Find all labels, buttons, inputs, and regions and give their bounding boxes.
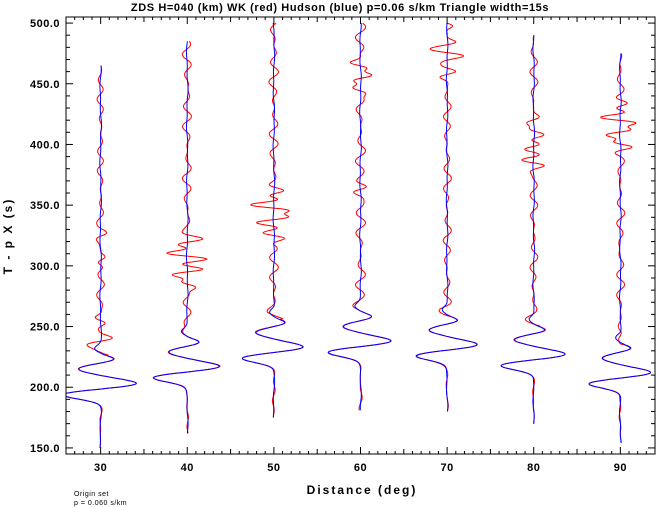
x-tick-label: 90 bbox=[614, 462, 627, 474]
wk-trace-60 bbox=[327, 22, 392, 411]
x-tick-label: 30 bbox=[94, 462, 107, 474]
y-tick-label: 250.0 bbox=[30, 322, 60, 334]
x-tick-label: 80 bbox=[527, 462, 540, 474]
y-tick-label: 150.0 bbox=[30, 443, 60, 455]
hudson-trace-60 bbox=[327, 23, 392, 411]
y-axis-label: T - p X (s) bbox=[1, 198, 15, 275]
trace-group bbox=[66, 22, 651, 448]
hudson-trace-50 bbox=[241, 23, 304, 418]
y-tick-label: 450.0 bbox=[30, 79, 60, 91]
slowness-note: p = 0.060 s/km bbox=[74, 500, 127, 507]
y-tick-label: 300.0 bbox=[30, 261, 60, 273]
chart-title: ZDS H=040 (km) WK (red) Hudson (blue) p=… bbox=[131, 2, 549, 14]
origin-note: Origin set bbox=[74, 491, 109, 498]
hudson-trace-30 bbox=[66, 65, 137, 448]
x-tick-label: 50 bbox=[267, 462, 280, 474]
x-axis-label: Distance (deg) bbox=[307, 483, 418, 497]
hudson-trace-90 bbox=[588, 53, 651, 444]
wk-trace-30 bbox=[66, 65, 137, 448]
wk-trace-50 bbox=[241, 22, 304, 418]
y-axis: 150.0 200.0 250.0 300.0 350.0 400.0 450.0 500.0 bbox=[30, 18, 655, 455]
y-tick-label: 400.0 bbox=[30, 139, 60, 151]
hudson-trace-80 bbox=[500, 35, 566, 424]
y-tick-label: 200.0 bbox=[30, 382, 60, 394]
hudson-trace-70 bbox=[415, 23, 478, 412]
hudson-trace-40 bbox=[153, 41, 220, 434]
y-tick-label: 500.0 bbox=[30, 18, 60, 30]
x-tick-label: 40 bbox=[181, 462, 194, 474]
x-tick-label: 70 bbox=[440, 462, 453, 474]
x-axis: 30 40 50 60 70 80 90 bbox=[74, 17, 656, 474]
x-tick-label: 60 bbox=[354, 462, 367, 474]
y-tick-label: 350.0 bbox=[30, 200, 60, 212]
